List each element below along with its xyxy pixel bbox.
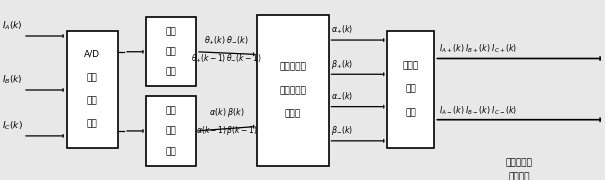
Text: 正负序电流: 正负序电流 <box>506 158 532 167</box>
Text: 坐标: 坐标 <box>166 106 177 115</box>
Text: $\theta_{+}(k-1)\,\theta_{-}(k-1)$: $\theta_{+}(k-1)\,\theta_{-}(k-1)$ <box>191 53 262 65</box>
Text: 检测数据运: 检测数据运 <box>280 86 306 95</box>
Text: 算模块: 算模块 <box>285 109 301 118</box>
FancyBboxPatch shape <box>67 31 118 148</box>
Text: 测量: 测量 <box>87 96 97 105</box>
Text: 检测: 检测 <box>166 47 177 56</box>
Text: 正负序分量: 正负序分量 <box>280 63 306 72</box>
Text: $\alpha(k-1)\,\beta(k-1)$: $\alpha(k-1)\,\beta(k-1)$ <box>196 124 257 138</box>
Text: 检测输出: 检测输出 <box>508 172 530 180</box>
Text: $\beta_{+}(k)$: $\beta_{+}(k)$ <box>331 58 353 71</box>
Text: $\alpha_{+}(k)$: $\alpha_{+}(k)$ <box>331 24 353 36</box>
Text: $I_{\mathit{C}}(k)$: $I_{\mathit{C}}(k)$ <box>2 120 23 132</box>
Text: 变换: 变换 <box>166 126 177 135</box>
FancyBboxPatch shape <box>146 96 196 166</box>
Text: $I_{\mathit{A+}}(k)\;I_{\mathit{B+}}(k)\;I_{\mathit{C+}}(k)$: $I_{\mathit{A+}}(k)\;I_{\mathit{B+}}(k)\… <box>439 43 517 55</box>
Text: 模块: 模块 <box>87 120 97 129</box>
Text: $\beta_{-}(k)$: $\beta_{-}(k)$ <box>331 124 353 138</box>
Text: $I_{\mathit{A}}(k)$: $I_{\mathit{A}}(k)$ <box>2 20 23 32</box>
Text: 模块: 模块 <box>405 108 416 117</box>
Text: $\alpha(k)\;\beta(k)$: $\alpha(k)\;\beta(k)$ <box>209 106 244 120</box>
Text: 角度: 角度 <box>166 27 177 36</box>
Text: $I_{\mathit{B}}(k)$: $I_{\mathit{B}}(k)$ <box>2 74 23 86</box>
Text: 模块: 模块 <box>166 68 177 77</box>
Text: $\theta_{+}(k)\;\theta_{-}(k)$: $\theta_{+}(k)\;\theta_{-}(k)$ <box>204 35 249 47</box>
Text: 采样: 采样 <box>87 73 97 82</box>
Text: 反坐标: 反坐标 <box>403 61 419 70</box>
Text: $\alpha_{-}(k)$: $\alpha_{-}(k)$ <box>331 91 353 102</box>
FancyBboxPatch shape <box>257 15 329 166</box>
Text: 模块: 模块 <box>166 147 177 156</box>
FancyBboxPatch shape <box>146 17 196 86</box>
Text: A/D: A/D <box>84 50 100 59</box>
Text: $I_{\mathit{A-}}(k)\;I_{\mathit{B-}}(k)\;I_{\mathit{C-}}(k)$: $I_{\mathit{A-}}(k)\;I_{\mathit{B-}}(k)\… <box>439 104 517 117</box>
FancyBboxPatch shape <box>387 31 434 148</box>
Text: 变换: 变换 <box>405 85 416 94</box>
